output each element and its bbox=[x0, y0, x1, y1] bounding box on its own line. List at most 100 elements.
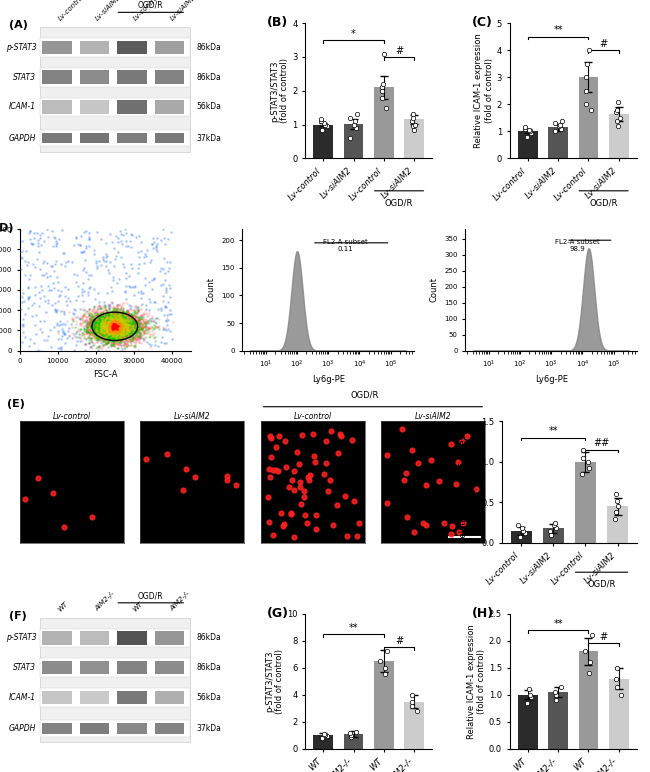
Point bbox=[141, 320, 151, 333]
Point bbox=[112, 322, 122, 334]
Point bbox=[110, 323, 120, 336]
Point bbox=[99, 339, 109, 351]
Point bbox=[106, 322, 116, 334]
Point bbox=[101, 333, 111, 345]
Point bbox=[114, 313, 125, 326]
Point bbox=[103, 317, 114, 330]
Point bbox=[90, 323, 101, 336]
Point bbox=[99, 304, 110, 317]
Point bbox=[115, 336, 125, 348]
Point bbox=[161, 282, 171, 294]
Point bbox=[114, 313, 124, 326]
Point bbox=[93, 286, 103, 299]
Point bbox=[74, 329, 85, 341]
Point bbox=[117, 317, 127, 329]
Point bbox=[113, 327, 124, 340]
Point bbox=[102, 327, 112, 340]
Point bbox=[119, 308, 129, 320]
Point bbox=[109, 316, 119, 328]
Point bbox=[88, 323, 99, 335]
Point bbox=[408, 120, 418, 133]
Point bbox=[77, 329, 87, 341]
Point bbox=[95, 320, 105, 333]
Point bbox=[556, 114, 567, 127]
Point bbox=[19, 295, 29, 307]
Point bbox=[94, 311, 105, 323]
Point bbox=[111, 315, 121, 327]
Point bbox=[82, 318, 92, 330]
Point bbox=[166, 333, 177, 345]
Point bbox=[98, 322, 108, 334]
Point bbox=[88, 319, 99, 331]
Point bbox=[115, 325, 125, 337]
Point bbox=[112, 318, 122, 330]
Point bbox=[79, 286, 89, 298]
Point bbox=[126, 327, 136, 339]
Point bbox=[95, 322, 105, 334]
Point bbox=[109, 305, 120, 317]
Point bbox=[118, 326, 128, 338]
Point bbox=[98, 331, 108, 344]
Point bbox=[114, 323, 124, 335]
Point bbox=[127, 319, 138, 331]
Point bbox=[111, 320, 122, 332]
Point bbox=[111, 305, 122, 317]
Point bbox=[148, 329, 159, 341]
Point bbox=[79, 323, 89, 335]
Point bbox=[127, 317, 137, 329]
Point bbox=[108, 318, 118, 330]
Point bbox=[107, 312, 118, 324]
Point bbox=[104, 308, 114, 320]
Point bbox=[117, 317, 127, 329]
Point bbox=[112, 324, 123, 337]
Text: 37kDa: 37kDa bbox=[197, 134, 222, 143]
Point bbox=[99, 331, 110, 344]
Point bbox=[111, 311, 122, 323]
Point bbox=[111, 323, 122, 336]
Point bbox=[111, 323, 122, 336]
Point bbox=[105, 318, 116, 330]
Point bbox=[120, 320, 131, 333]
Point bbox=[113, 320, 124, 332]
Point bbox=[111, 320, 122, 333]
Point bbox=[158, 323, 168, 335]
Point bbox=[52, 304, 62, 317]
Point bbox=[103, 328, 114, 340]
Point bbox=[124, 307, 134, 320]
Point bbox=[109, 330, 119, 343]
Point bbox=[115, 334, 125, 347]
Point bbox=[112, 320, 123, 332]
Point bbox=[121, 327, 131, 339]
Point bbox=[105, 322, 116, 334]
Point bbox=[99, 313, 110, 326]
Point bbox=[107, 324, 117, 337]
Point bbox=[120, 306, 130, 319]
Point bbox=[96, 313, 107, 325]
Point bbox=[111, 332, 121, 344]
Point bbox=[93, 322, 103, 334]
Point bbox=[96, 317, 107, 329]
Point bbox=[111, 313, 122, 326]
Point bbox=[112, 325, 123, 337]
Point bbox=[111, 314, 122, 327]
Point bbox=[111, 317, 122, 329]
Point bbox=[163, 232, 174, 245]
Point bbox=[119, 326, 129, 338]
Point bbox=[60, 281, 70, 293]
Point bbox=[101, 317, 112, 330]
Point bbox=[105, 325, 116, 337]
Point bbox=[86, 319, 96, 331]
Point bbox=[96, 310, 106, 323]
Point bbox=[117, 324, 127, 337]
Point bbox=[109, 327, 120, 340]
Point bbox=[97, 329, 107, 341]
Point bbox=[104, 327, 114, 339]
Point bbox=[99, 322, 110, 334]
Point bbox=[127, 321, 137, 334]
Point bbox=[107, 317, 117, 329]
Point bbox=[124, 330, 135, 342]
Point bbox=[105, 330, 116, 343]
Point bbox=[86, 315, 97, 327]
Point bbox=[37, 326, 47, 338]
Point bbox=[116, 320, 126, 332]
